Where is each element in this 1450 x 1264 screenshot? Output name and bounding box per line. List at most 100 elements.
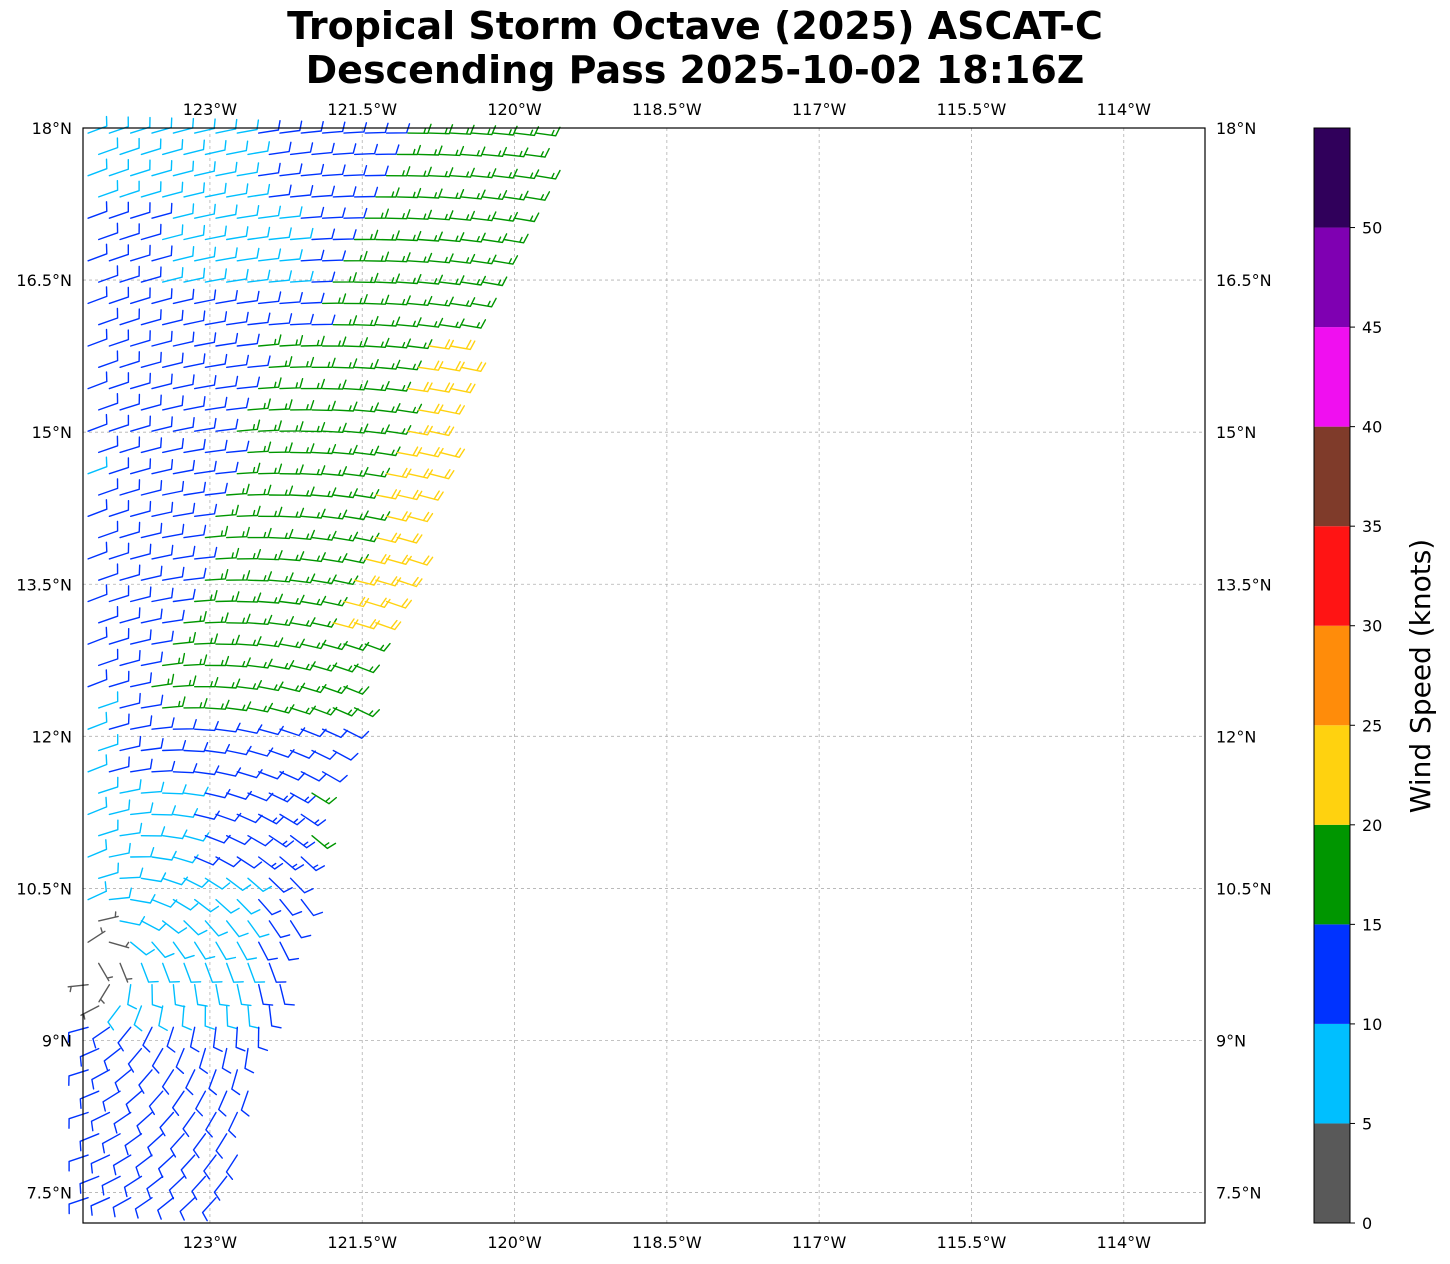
wind-barb: [524, 147, 550, 158]
wind-barb: [166, 1026, 176, 1053]
lon-tick-label-bottom: 118.5°W: [632, 1233, 702, 1252]
wind-barb: [311, 706, 338, 716]
wind-barb-path: [236, 376, 260, 390]
wind-barb-path: [513, 169, 540, 180]
wind-barb-path: [226, 877, 252, 891]
wind-barb: [130, 244, 151, 262]
wind-barb-path: [407, 166, 432, 177]
wind-barb: [407, 555, 434, 566]
wind-barb-path: [375, 446, 401, 457]
wind-barb: [198, 1047, 208, 1074]
wind-barb: [289, 313, 314, 326]
wind-barb-path: [321, 293, 347, 305]
wind-barb-path: [449, 253, 476, 264]
wind-barb: [183, 438, 206, 454]
wind-barb-path: [471, 168, 497, 179]
wind-barb: [135, 1154, 153, 1177]
wind-barb: [194, 765, 220, 776]
wind-barb: [87, 243, 108, 262]
wind-barb-path: [179, 1197, 196, 1221]
wind-barb: [194, 941, 216, 960]
wind-barb: [449, 382, 476, 394]
wind-barb-path: [343, 686, 370, 695]
wind-barb-path: [396, 317, 422, 328]
wind-barb: [130, 941, 155, 956]
wind-barb: [364, 208, 389, 219]
wind-barb-path: [439, 447, 466, 458]
wind-barb: [183, 267, 206, 283]
wind-barb-path: [417, 231, 443, 242]
wind-barb-path: [258, 898, 282, 916]
wind-barb: [194, 246, 217, 262]
wind-barb: [343, 510, 369, 521]
wind-barb-path: [108, 628, 130, 645]
wind-barb: [108, 286, 130, 305]
wind-barb: [162, 352, 184, 368]
wind-barb-path: [375, 489, 401, 500]
wind-barb: [439, 318, 465, 329]
wind-barb: [236, 549, 261, 560]
wind-barb: [215, 591, 240, 603]
wind-barb-path: [289, 270, 314, 283]
wind-barb-path: [119, 650, 141, 667]
wind-barb-path: [172, 374, 195, 390]
wind-barb-path: [396, 576, 423, 588]
wind-barb: [385, 425, 412, 435]
wind-barb-path: [257, 1026, 269, 1052]
wind-barb: [407, 252, 433, 263]
wind-barb: [101, 1133, 121, 1154]
wind-barb-path: [80, 1005, 100, 1020]
wind-barb-path: [151, 984, 163, 1009]
wind-barb-path: [289, 877, 314, 894]
wind-barb-path: [172, 632, 196, 645]
wind-barb-path: [119, 779, 142, 794]
lon-tick-label-top: 117°W: [792, 100, 847, 119]
wind-barb-path: [215, 161, 238, 177]
wind-barb-path: [87, 328, 108, 347]
wind-barb-path: [68, 1197, 89, 1215]
wind-barb: [258, 984, 274, 1006]
wind-barb: [492, 255, 519, 265]
wind-barb: [428, 296, 454, 307]
wind-barb: [321, 553, 348, 563]
wind-barb: [268, 227, 292, 241]
wind-barb: [439, 189, 465, 200]
wind-barb-path: [428, 469, 455, 480]
wind-barb: [67, 984, 89, 993]
wind-barb: [183, 832, 210, 842]
wind-barb: [172, 941, 195, 960]
wind-barb-path: [289, 573, 316, 584]
wind-barb-path: [162, 784, 187, 795]
wind-barb: [289, 835, 316, 849]
wind-barb-path: [289, 185, 314, 198]
wind-barb-path: [321, 509, 348, 520]
wind-barb-path: [140, 223, 162, 241]
lon-tick-label-top: 115.5°W: [937, 100, 1007, 119]
wind-barb: [268, 920, 291, 939]
wind-barb-path: [87, 881, 107, 901]
grid-lines: [83, 127, 1205, 1223]
wind-barb-path: [300, 465, 326, 476]
wind-barb-path: [268, 356, 293, 368]
wind-barb-path: [226, 526, 250, 539]
wind-barb: [364, 251, 390, 262]
wind-barb: [279, 682, 306, 693]
wind-barb: [87, 286, 108, 305]
wind-barb: [162, 652, 186, 667]
wind-barb: [98, 962, 114, 982]
wind-barb-path: [130, 202, 151, 219]
wind-barb-path: [332, 272, 357, 283]
wind-barb-path: [119, 393, 141, 411]
wind-barb-path: [428, 382, 455, 393]
lat-tick-label-right: 13.5°N: [1216, 575, 1272, 594]
wind-barb-path: [98, 222, 119, 241]
wind-barb: [119, 607, 141, 624]
wind-barb: [481, 146, 507, 157]
wind-barb-path: [215, 941, 237, 961]
wind-barb-path: [268, 792, 295, 803]
wind-barb-path: [236, 680, 262, 690]
wind-barb-path: [375, 144, 400, 156]
wind-barb-path: [258, 856, 284, 870]
wind-barb-path: [102, 1090, 121, 1112]
wind-barb: [208, 1069, 217, 1096]
